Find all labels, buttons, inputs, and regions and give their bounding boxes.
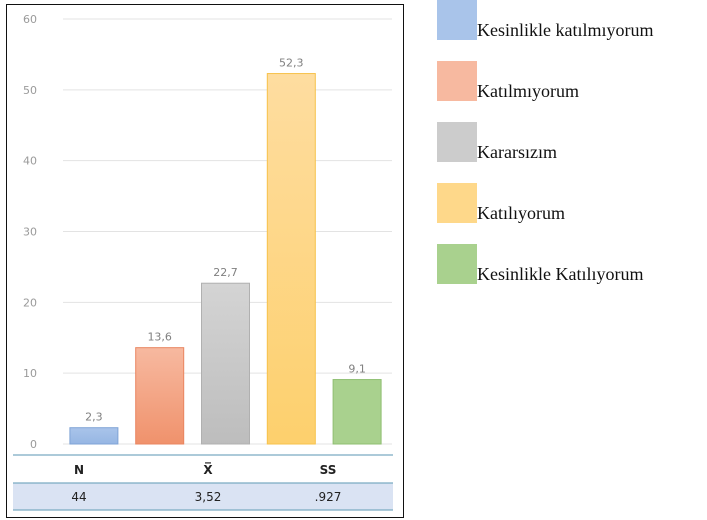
y-tick-label: 60	[23, 13, 37, 26]
stats-table: N X̅ SS 44 3,52 .927	[13, 454, 393, 511]
table-header-2: X̅	[203, 463, 213, 477]
data-label: 22,7	[213, 266, 238, 279]
y-tick-label: 40	[23, 155, 37, 168]
data-label: 9,1	[348, 363, 366, 376]
table-value-row	[13, 483, 393, 510]
bar-chart: 0 10 20 30 40 50 60 2,3 13,6 22,7 52,3 9,1 N X̅ SS 44…	[13, 13, 393, 511]
legend-item: Katılıyorum	[437, 183, 707, 223]
y-tick-label: 30	[23, 226, 37, 239]
table-header-3: SS	[320, 463, 337, 477]
legend-item: Katılmıyorum	[437, 61, 707, 101]
legend: Kesinlikle katılmıyorum Katılmıyorum Karar…	[437, 0, 707, 300]
data-label: 2,3	[85, 411, 103, 424]
data-label: 52,3	[279, 57, 304, 70]
legend-label: Kesinlikle katılmıyorum	[477, 20, 654, 40]
table-value-3: .927	[315, 490, 342, 504]
data-label: 13,6	[147, 331, 172, 344]
data-labels: 2,3 13,6 22,7 52,3 9,1	[85, 57, 366, 424]
table-value-1: 44	[71, 490, 86, 504]
bar-5	[332, 379, 382, 445]
legend-label: Kesinlikle Katılıyorum	[477, 264, 644, 284]
legend-swatch	[437, 61, 477, 101]
bar-4	[266, 73, 316, 445]
legend-swatch	[437, 183, 477, 223]
legend-swatch	[437, 0, 477, 40]
table-header-1: N	[74, 463, 84, 477]
legend-item: Kararsızım	[437, 122, 707, 162]
y-axis-ticks: 0 10 20 30 40 50 60	[23, 13, 37, 451]
table-value-2: 3,52	[195, 490, 222, 504]
bar-2	[135, 347, 185, 445]
legend-label: Kararsızım	[477, 142, 557, 162]
y-tick-label: 10	[23, 367, 37, 380]
bar-1	[69, 427, 119, 445]
legend-item: Kesinlikle Katılıyorum	[437, 244, 707, 284]
bar-3	[201, 282, 250, 445]
legend-swatch	[437, 122, 477, 162]
y-tick-label: 20	[23, 296, 37, 309]
bars	[69, 73, 382, 445]
legend-swatch	[437, 244, 477, 284]
y-tick-label: 50	[23, 84, 37, 97]
legend-label: Katılmıyorum	[477, 81, 579, 101]
y-tick-label: 0	[30, 438, 37, 451]
chart-frame: 0 10 20 30 40 50 60 2,3 13,6 22,7 52,3 9,1 N X̅ SS 44…	[6, 4, 404, 518]
legend-item: Kesinlikle katılmıyorum	[437, 0, 707, 40]
legend-label: Katılıyorum	[477, 203, 565, 223]
